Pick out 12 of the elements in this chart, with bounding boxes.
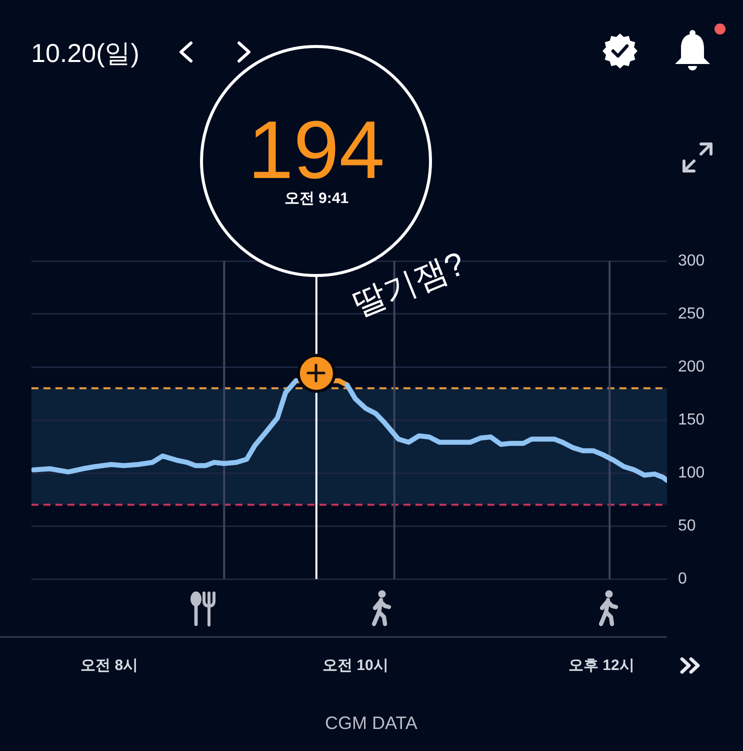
y-tick-label: 300	[678, 252, 705, 270]
x-tick-label: 오전 8시	[80, 657, 138, 674]
y-tick-label: 100	[678, 464, 705, 482]
y-tick-label: 50	[678, 517, 696, 534]
y-tick-label: 200	[678, 358, 705, 376]
text: CGM DATA	[325, 712, 418, 734]
y-tick-label: 0	[678, 570, 687, 588]
x-tick-label: 오후 12시	[568, 657, 634, 674]
x-tick-label: 오전 10시	[322, 657, 388, 674]
y-tick-label: 150	[678, 411, 705, 428]
chart-title: 10.20(일)	[31, 38, 140, 68]
y-tick-label: 250	[678, 305, 705, 322]
